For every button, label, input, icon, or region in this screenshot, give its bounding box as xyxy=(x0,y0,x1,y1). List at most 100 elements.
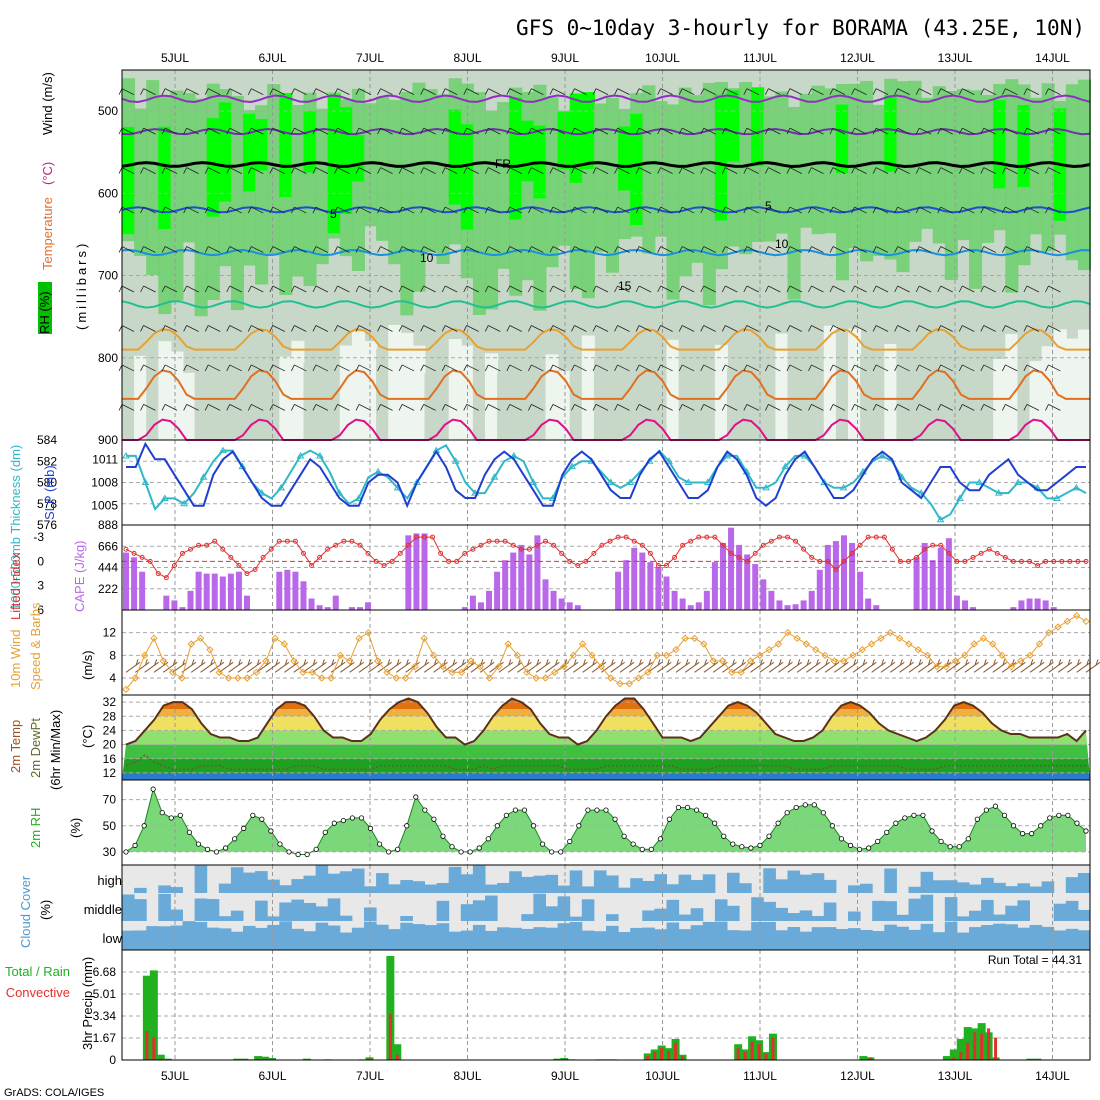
cloud-block xyxy=(581,886,595,893)
wind-barb xyxy=(678,127,695,135)
wind-speed-marker xyxy=(178,674,186,682)
wind-speed-marker xyxy=(998,651,1006,660)
rh-band-moist xyxy=(497,102,511,269)
wind-speed-marker xyxy=(1035,640,1044,648)
rh-band-dry xyxy=(739,348,753,440)
cape-bar xyxy=(623,560,630,610)
rh-marker xyxy=(250,812,256,818)
li-marker xyxy=(430,534,436,540)
isotherm-line xyxy=(121,300,1091,309)
wind-barb xyxy=(958,246,975,253)
rh-band-very-moist xyxy=(158,126,172,230)
wind-barb xyxy=(441,404,458,411)
cape-bar xyxy=(558,598,565,610)
cloud-block xyxy=(908,929,922,950)
rh-marker xyxy=(141,823,147,829)
wind-barb xyxy=(894,206,910,214)
cape-bar xyxy=(179,607,186,610)
rh-marker xyxy=(286,849,292,855)
cloud-block xyxy=(230,910,244,921)
wind-barb xyxy=(204,285,221,293)
top-date-label: 9JUL xyxy=(551,51,579,65)
rh-marker xyxy=(295,851,301,858)
cape-bar xyxy=(945,538,952,610)
wind-barb xyxy=(269,127,285,135)
cape-bar xyxy=(316,605,323,610)
wind-barb xyxy=(851,285,867,293)
cloud-block xyxy=(981,925,994,950)
cloud-block xyxy=(787,927,801,950)
wind-barb xyxy=(247,206,264,214)
wind-speed-marker xyxy=(196,634,205,643)
wind-barb xyxy=(1045,127,1061,135)
temp-band xyxy=(122,772,1090,780)
wind-barb xyxy=(1002,167,1018,174)
wind-barb xyxy=(204,246,221,253)
cape-bar xyxy=(1034,598,1041,610)
upper-air-panel: FR 5 5 10 10 15 500 600 700 800 900 xyxy=(98,69,1091,447)
rh-marker xyxy=(703,812,709,818)
cloud-cover-panel xyxy=(121,864,1091,951)
cloud-low-label: low xyxy=(102,931,122,946)
li-marker xyxy=(405,542,411,548)
wind-barb xyxy=(484,167,501,174)
cloud-block xyxy=(654,908,667,921)
rh-band-very-moist xyxy=(521,120,535,182)
rh-band-very-moist xyxy=(557,111,571,169)
wind-barb xyxy=(506,206,522,214)
precip-conv-bar xyxy=(987,1028,991,1060)
wind-speed-marker xyxy=(662,651,671,660)
rh-marker xyxy=(349,815,356,821)
rh-marker xyxy=(847,842,854,848)
li-marker xyxy=(849,550,855,556)
wind10m-barb xyxy=(200,659,215,673)
wind-barb xyxy=(1045,246,1061,253)
cape-bar xyxy=(703,590,710,610)
wind-barb xyxy=(226,404,242,411)
wind-barb xyxy=(334,285,350,293)
wind-barb xyxy=(441,88,458,96)
li-marker xyxy=(720,542,726,548)
wind-barb xyxy=(980,364,996,372)
cloud-block xyxy=(618,932,631,950)
tick-label: 3.34 xyxy=(93,1009,117,1023)
wind-barb xyxy=(700,285,716,293)
wind-barb xyxy=(291,127,307,135)
wind-barb xyxy=(549,206,566,214)
cloud-block xyxy=(400,880,413,893)
wind-barb xyxy=(657,285,673,293)
wind-barb xyxy=(204,127,221,135)
wind-barb xyxy=(377,206,393,214)
wind-speed-marker xyxy=(355,634,363,643)
li-marker xyxy=(712,534,718,540)
rh-band-dry xyxy=(255,370,269,440)
rh-band-moist xyxy=(702,82,716,306)
cloud-block xyxy=(376,924,389,950)
rh-marker xyxy=(820,810,826,816)
rh-band-moist xyxy=(763,96,777,242)
precip-conv-bar xyxy=(764,1053,768,1060)
rh-band-dry xyxy=(485,353,499,440)
cloud-block xyxy=(823,902,837,921)
top-date-label: 12JUL xyxy=(840,51,875,65)
li-marker xyxy=(704,534,710,540)
tick-label: 24 xyxy=(103,723,117,737)
li-marker xyxy=(639,542,645,548)
precip-conv-bar xyxy=(159,1058,163,1060)
precip-total-bar xyxy=(142,975,151,1060)
cape-bar xyxy=(800,600,807,610)
wind10m-barb xyxy=(731,659,747,673)
temp-band xyxy=(122,698,1090,710)
cloud-middle-label: middle xyxy=(84,902,122,917)
thickness-marker xyxy=(277,483,286,491)
wind-barb xyxy=(1023,88,1040,96)
wind-barb xyxy=(355,285,372,293)
wind-barb xyxy=(549,404,566,411)
li-marker xyxy=(946,550,952,556)
wind10m-barb xyxy=(871,659,886,673)
wind-barb xyxy=(937,127,953,135)
wind-barb xyxy=(915,167,932,174)
cape-bar xyxy=(655,566,662,610)
rh-marker xyxy=(1047,815,1053,821)
cloud-block xyxy=(122,894,135,921)
